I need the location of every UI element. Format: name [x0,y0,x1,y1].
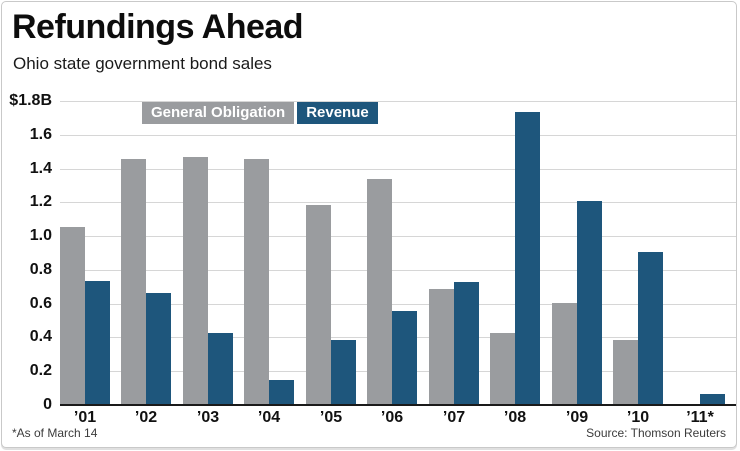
bar-revenue-02 [146,293,171,404]
gridline-1.0 [60,236,736,237]
x-tick-label-07: ’07 [442,409,466,426]
y-tick-label-1-6: 1.6 [29,126,52,143]
chart-subtitle: Ohio state government bond sales [13,54,272,73]
y-tick-label-1-2: 1.2 [29,193,52,210]
bar-general-obligation-01 [60,227,85,404]
gridline-1.2 [60,202,736,203]
bar-revenue-05 [331,340,356,404]
page-title: Refundings Ahead [12,8,304,46]
x-tick-label-08: ’08 [503,409,527,426]
legend: General Obligation Revenue [142,102,378,124]
gridline-0.8 [60,270,736,271]
bar-revenue-01 [85,281,110,404]
bar-general-obligation-04 [244,159,269,404]
bar-chart: $1.8B 1.6 1.4 1.2 1.0 0.8 0.6 0.4 0.2 0 ’01 ’02 ’03 ’… [2,2,736,447]
x-tick-label-03: ’03 [196,409,220,426]
x-tick-label-10: ’10 [626,409,650,426]
bar-general-obligation-07 [429,289,454,404]
bar-revenue-07 [454,282,479,404]
bar-general-obligation-03 [183,157,208,404]
y-tick-label-0-8: 0.8 [29,261,52,278]
legend-chip-revenue: Revenue [297,102,378,124]
bar-revenue-11 [700,394,725,404]
bar-general-obligation-06 [367,179,392,404]
gridline-1.6 [60,135,736,136]
x-tick-label-05: ’05 [319,409,343,426]
y-tick-label-0-6: 0.6 [29,295,52,312]
x-tick-label-02: ’02 [134,409,158,426]
y-tick-label-1-0: 1.0 [29,227,52,244]
bar-general-obligation-05 [306,205,331,404]
x-tick-label-04: ’04 [257,409,281,426]
gridline-1.8 [60,101,736,102]
bar-revenue-08 [515,112,540,404]
gridline-0.6 [60,304,736,305]
bar-revenue-06 [392,311,417,404]
bar-general-obligation-09 [552,303,577,404]
y-tick-label-1-4: 1.4 [29,160,52,177]
bar-revenue-09 [577,201,602,404]
bar-general-obligation-02 [121,159,146,404]
y-tick-label-1-8b: $1.8B [9,92,52,109]
source-credit: Source: Thomson Reuters [586,426,726,440]
bar-revenue-03 [208,333,233,404]
x-tick-label-11: ’11* [686,409,714,426]
x-tick-label-09: ’09 [565,409,589,426]
legend-chip-general-obligation: General Obligation [142,102,295,124]
x-tick-label-01: ’01 [73,409,97,426]
x-axis-line [60,404,736,406]
bar-general-obligation-08 [490,333,515,404]
y-tick-label-0-4: 0.4 [29,328,52,345]
bar-revenue-10 [638,252,663,404]
gridline-1.4 [60,169,736,170]
bar-general-obligation-10 [613,340,638,404]
footnote: *As of March 14 [12,426,98,440]
bar-revenue-04 [269,380,294,404]
x-tick-label-06: ’06 [380,409,404,426]
y-tick-label-0: 0 [43,396,52,413]
y-tick-label-0-2: 0.2 [29,362,52,379]
